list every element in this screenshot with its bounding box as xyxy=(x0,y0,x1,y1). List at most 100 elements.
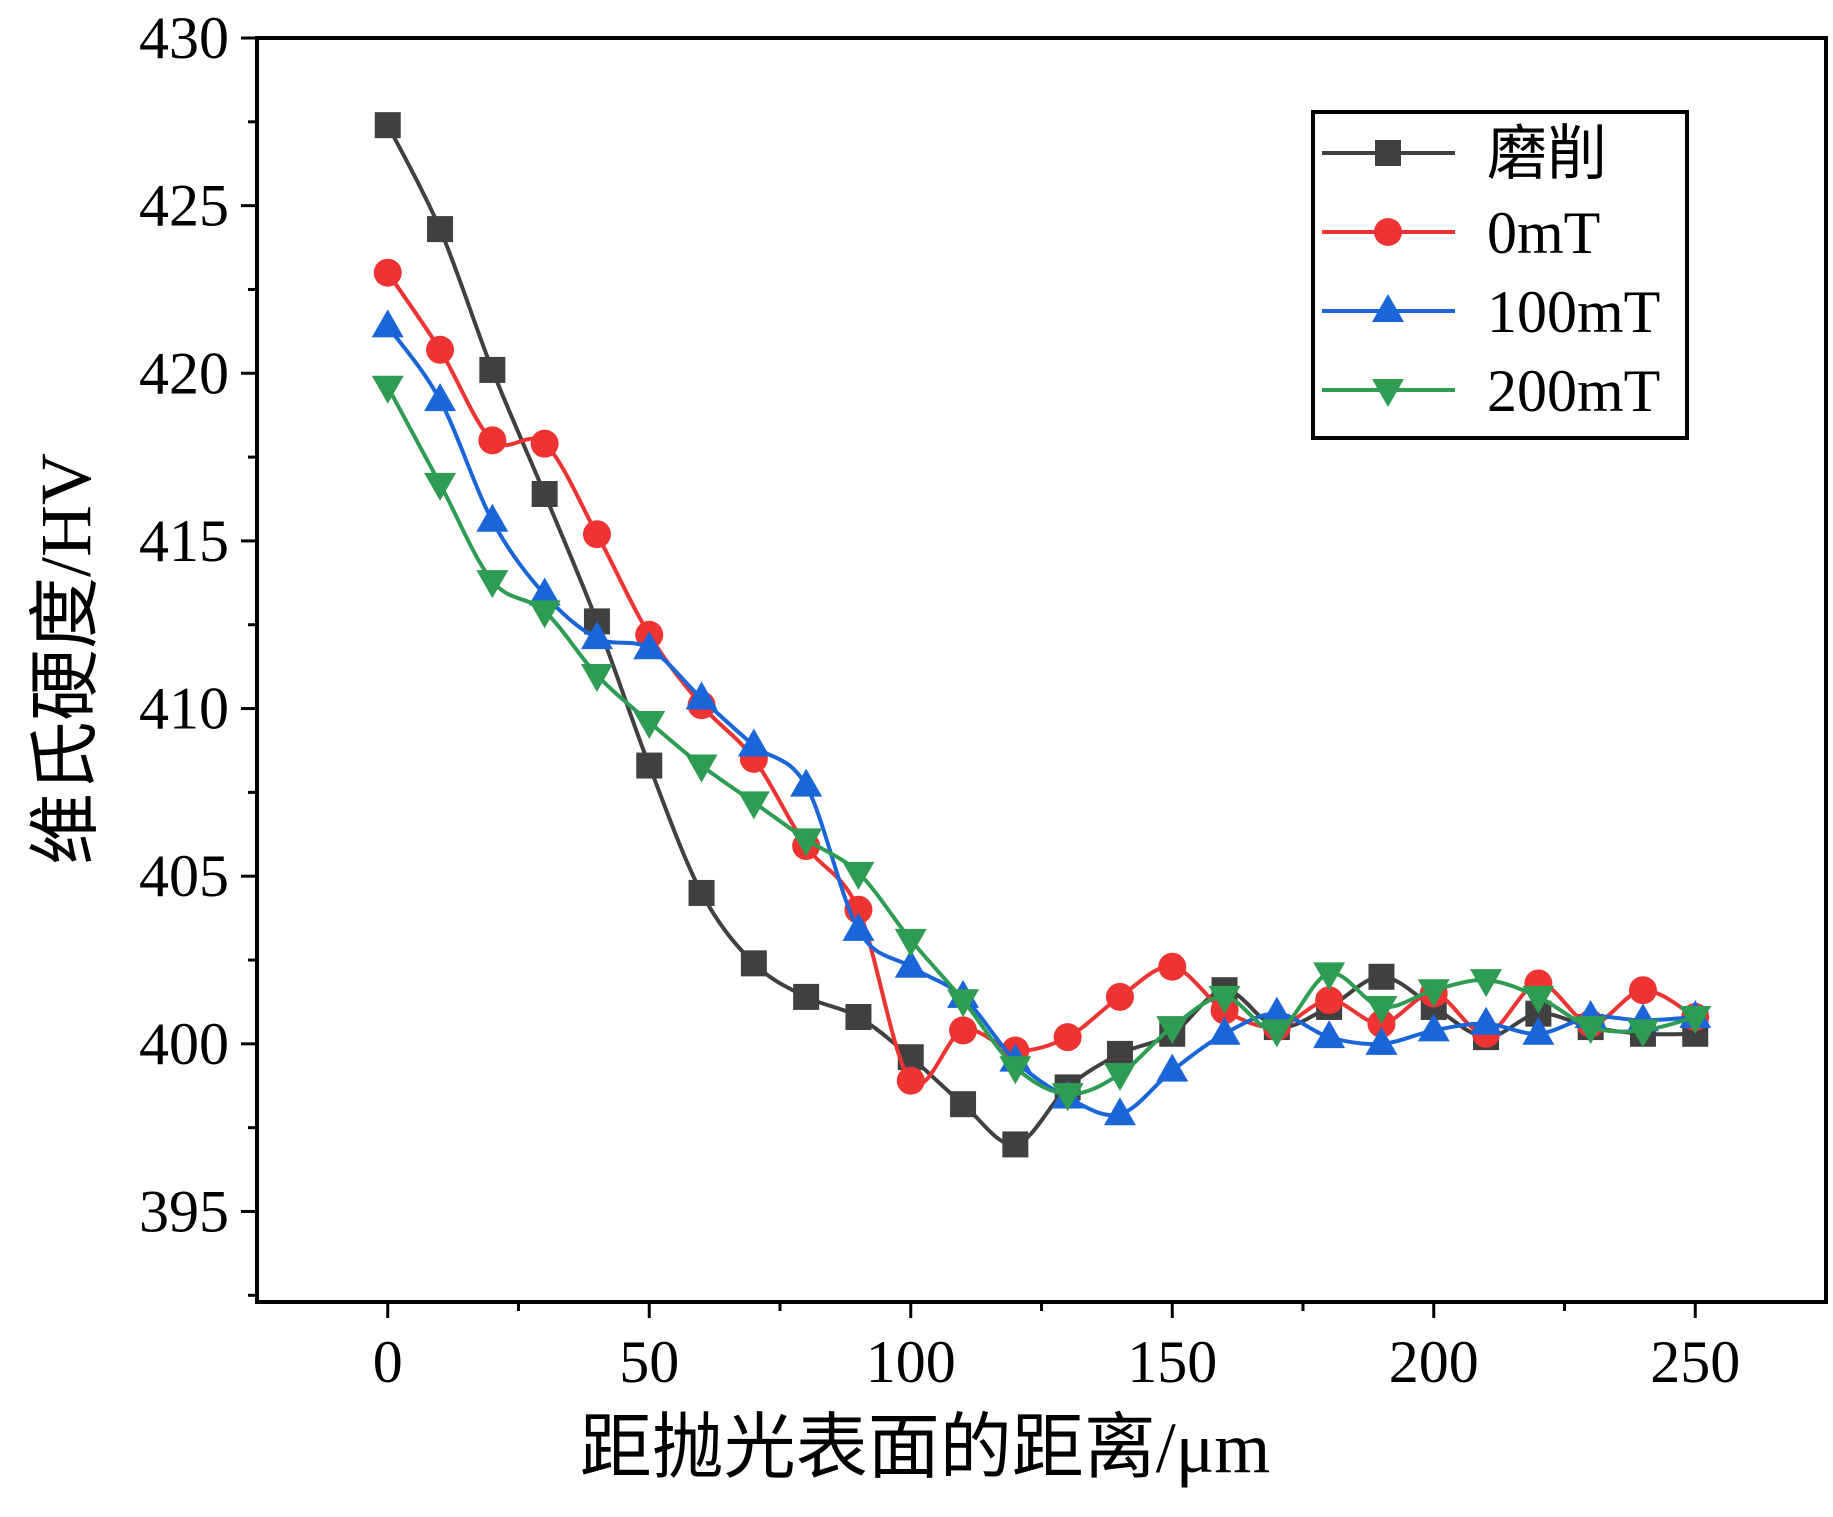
data-point xyxy=(950,1091,977,1118)
data-point xyxy=(688,879,715,906)
data-point xyxy=(685,754,718,783)
legend-label: 200mT xyxy=(1487,358,1660,424)
data-point xyxy=(479,356,506,383)
legend-label: 磨削 xyxy=(1487,121,1607,187)
legend-marker xyxy=(1375,140,1401,166)
legend-label: 100mT xyxy=(1487,279,1660,345)
y-axis: 395 400 405 410 415 420 425 430 xyxy=(139,5,257,1297)
x-tick-label: 50 xyxy=(619,1329,679,1395)
data-point xyxy=(580,621,613,650)
data-point xyxy=(896,1066,925,1095)
series-line xyxy=(386,325,1696,1118)
data-point xyxy=(999,1056,1032,1085)
data-point xyxy=(476,570,509,599)
data-point xyxy=(842,912,875,941)
data-point xyxy=(374,112,401,139)
y-tick-label: 405 xyxy=(139,843,229,909)
y-tick-label: 425 xyxy=(139,173,229,239)
data-point xyxy=(740,950,767,977)
x-tick-label: 250 xyxy=(1650,1329,1740,1395)
data-point xyxy=(1574,1016,1607,1045)
x-tick-label: 150 xyxy=(1127,1329,1217,1395)
data-point xyxy=(371,309,404,338)
series-4 xyxy=(371,375,1712,1112)
y-tick-label: 430 xyxy=(139,5,229,71)
data-point xyxy=(737,791,770,820)
data-point xyxy=(1365,1026,1398,1055)
data-point xyxy=(530,429,559,458)
data-point xyxy=(1260,1019,1293,1048)
data-point xyxy=(1417,979,1450,1008)
x-tick-label: 200 xyxy=(1389,1329,1479,1395)
data-point xyxy=(582,520,611,549)
data-point xyxy=(1002,1131,1029,1158)
data-point xyxy=(580,664,613,693)
y-tick-label: 410 xyxy=(139,676,229,742)
data-point xyxy=(1470,1006,1503,1035)
legend-marker xyxy=(1372,294,1404,322)
y-tick-label: 415 xyxy=(139,508,229,574)
data-point xyxy=(1628,976,1657,1005)
y-tick-label: 420 xyxy=(139,340,229,406)
data-point xyxy=(1105,982,1134,1011)
data-point xyxy=(842,861,875,890)
legend-marker xyxy=(1374,218,1402,246)
data-point xyxy=(373,258,402,287)
data-point xyxy=(1260,996,1293,1025)
data-point xyxy=(790,828,823,857)
data-point xyxy=(1417,1013,1450,1042)
data-point xyxy=(1522,1016,1555,1045)
data-point xyxy=(737,728,770,757)
data-point xyxy=(1106,1040,1133,1067)
data-point xyxy=(528,600,561,629)
data-point xyxy=(845,1004,872,1031)
data-point xyxy=(1522,985,1555,1014)
x-axis: 0 50 100 150 200 250 xyxy=(373,1302,1740,1395)
y-axis-title: 维氏硬度/HV xyxy=(26,453,106,865)
legend-marker xyxy=(1372,379,1404,407)
data-point xyxy=(1626,1019,1659,1048)
y-tick-label: 395 xyxy=(139,1178,229,1244)
x-tick-label: 0 xyxy=(373,1329,403,1395)
data-point xyxy=(633,631,666,660)
data-point xyxy=(478,426,507,455)
data-point xyxy=(894,949,927,978)
data-point xyxy=(528,577,561,606)
data-point xyxy=(1315,986,1344,1015)
data-point xyxy=(1103,1063,1136,1092)
data-point xyxy=(894,928,927,957)
data-point xyxy=(1208,1016,1241,1045)
data-point xyxy=(1156,1053,1189,1082)
data-point xyxy=(636,752,663,779)
data-point xyxy=(947,989,980,1018)
data-point xyxy=(1156,1016,1189,1045)
x-axis-title: 距抛光表面的距离/μm xyxy=(580,1408,1271,1488)
data-point xyxy=(371,375,404,404)
data-point xyxy=(426,335,455,364)
legend-label: 0mT xyxy=(1487,200,1600,266)
x-tick-label: 100 xyxy=(866,1329,956,1395)
data-point xyxy=(1051,1083,1084,1112)
data-point xyxy=(1679,1006,1712,1035)
data-point xyxy=(1313,962,1346,991)
data-point xyxy=(1470,969,1503,998)
data-point xyxy=(1313,1020,1346,1049)
data-point xyxy=(949,1016,978,1045)
data-point xyxy=(790,768,823,797)
data-point xyxy=(476,503,509,532)
data-point xyxy=(531,480,558,507)
y-tick-label: 400 xyxy=(139,1011,229,1077)
data-point xyxy=(1368,963,1395,990)
data-point xyxy=(424,383,457,412)
data-point xyxy=(1103,1097,1136,1126)
series-line xyxy=(385,385,1696,1097)
series-group xyxy=(371,112,1712,1158)
data-point xyxy=(1053,1023,1082,1052)
legend: 磨削 0mT 100mT 200mT xyxy=(1311,110,1689,440)
data-point xyxy=(427,216,454,243)
data-point xyxy=(633,710,666,739)
data-point xyxy=(1365,995,1398,1024)
data-point xyxy=(1208,985,1241,1014)
